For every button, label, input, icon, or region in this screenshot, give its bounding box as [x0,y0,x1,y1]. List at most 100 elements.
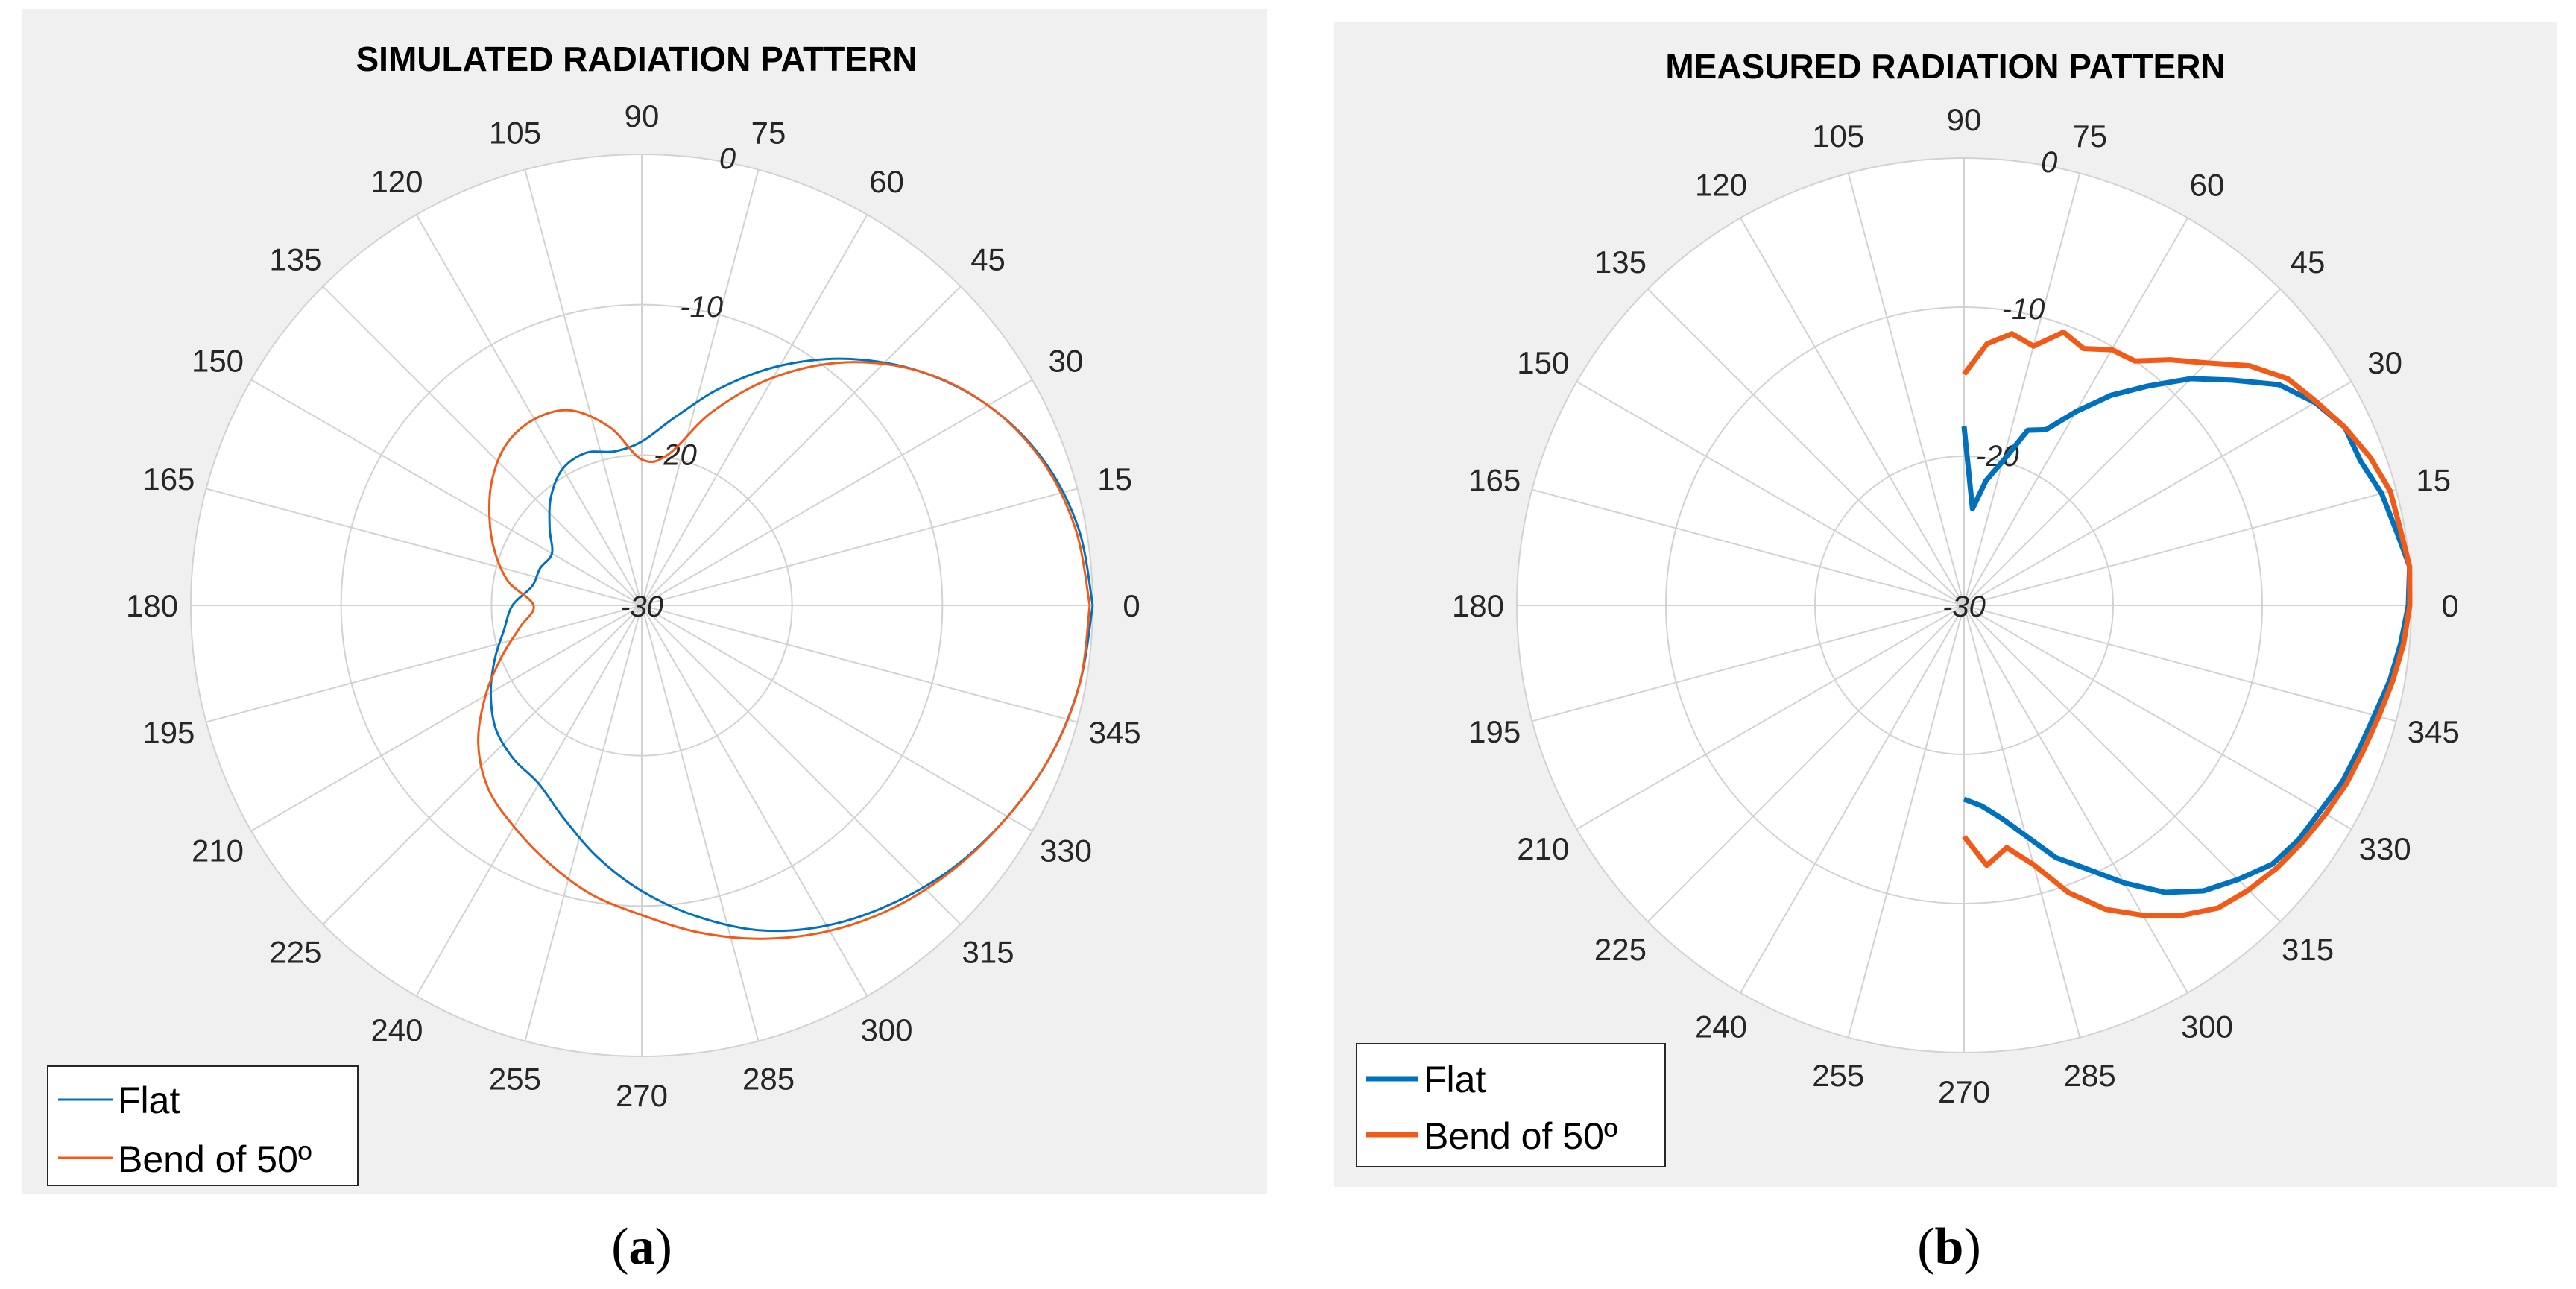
radius-tick-label: -10 [2002,293,2045,326]
grid-spoke [322,286,643,606]
grid-spoke [641,286,962,606]
grid-spoke [250,379,643,606]
radius-tick-label: 0 [719,142,736,175]
grid-spoke [1963,173,2081,606]
grid-spoke [415,214,643,606]
grid-spoke [415,605,643,997]
grid-spoke [1963,605,2396,722]
grid-spoke [250,605,643,832]
angle-tick-label: 45 [2291,245,2326,280]
angle-tick-label: 0 [1123,588,1140,623]
series-line-flat [489,357,1094,933]
grid-spoke [322,605,643,925]
angle-tick-label: 60 [2190,167,2225,202]
angle-tick-label: 0 [2441,588,2458,623]
chart-title: SIMULATED RADIATION PATTERN [356,40,918,78]
grid-spoke [641,605,1078,723]
angle-tick-label: 165 [142,461,195,497]
grid-spoke [1963,488,2396,606]
grid-spoke [1532,488,1965,606]
angle-tick-label: 255 [1812,1058,1864,1093]
angle-tick-label: 315 [2282,932,2334,967]
series-lines [1961,330,2413,918]
radius-tick-label: -30 [1942,590,1986,623]
angle-tick-label: 30 [1049,344,1084,379]
angle-tick-label: 225 [1594,932,1647,967]
angle-tick-label: 135 [1594,245,1647,280]
grid-spoke [1740,217,1965,606]
radius-tick-label: -20 [654,438,697,471]
grid-spoke [1847,173,1965,606]
grid-spoke [641,605,1033,832]
grid-spoke [524,169,643,606]
legend-label-bend: Bend of 50º [118,1138,312,1180]
grid-spoke [641,488,1078,606]
grid-spoke [1963,605,2281,922]
angle-tick-label: 195 [142,715,195,750]
grid-spoke [524,605,643,1041]
grid-spoke [641,605,962,925]
grid-spoke [641,169,760,606]
series-line-bend [1962,330,2413,918]
angle-tick-label: 255 [489,1062,541,1097]
legend-label-flat: Flat [118,1080,180,1121]
grid-spoke [1576,605,1965,830]
legend: Flat Bend of 50º [1356,1043,1666,1167]
angle-tick-label: 315 [962,935,1014,970]
legend: Flat Bend of 50º [47,1065,359,1186]
angle-tick-label: 180 [1452,588,1504,623]
angle-ticks: 0 15 30 45 60 75 90 105 120 135 150 165 180 195 210 225… [1452,102,2460,1109]
angle-tick-label: 300 [2181,1009,2233,1044]
angle-tick-label: 345 [1089,715,1141,750]
angle-tick-label: 90 [625,98,660,133]
grid-spoke [206,488,643,606]
radius-ticks: -30-20-100 [1942,146,2057,623]
polar-grid [190,154,1093,1057]
angle-tick-label: 75 [2072,119,2107,154]
angle-tick-label: 210 [1517,831,1569,866]
grid-spoke [1963,381,2352,606]
angle-tick-label: 180 [126,588,178,623]
angle-tick-label: 270 [1938,1074,1990,1109]
grid-spoke [641,214,868,606]
grid-spoke [1740,605,1965,994]
grid-spoke [1847,605,1965,1038]
angle-tick-label: 330 [1040,833,1092,869]
series-lines [477,357,1094,940]
angle-tick-label: 165 [1468,462,1521,497]
angle-tick-label: 75 [751,115,786,150]
angle-tick-label: 300 [860,1012,912,1047]
angle-tick-label: 270 [616,1078,668,1113]
grid-spoke [641,605,760,1041]
legend-box [47,1065,359,1186]
caption: (b) [1917,1218,1981,1276]
legend-label-bend: Bend of 50º [1424,1115,1617,1157]
angle-tick-label: 225 [269,935,321,970]
grid-spoke [1963,605,2081,1038]
grid-spoke [1647,289,1965,606]
polar-grid [1516,157,2412,1053]
angle-tick-label: 150 [1517,345,1569,380]
angle-tick-label: 45 [970,242,1006,277]
radius-ticks: -30 -20 -10 0 [620,142,736,623]
grid-spoke [1647,605,1965,922]
angle-tick-label: 120 [370,164,423,199]
radius-tick-label: -30 [620,590,663,623]
caption: (a) [611,1218,672,1276]
panel-simulated: SIMULATED RADIATION PATTERN 0 15 30 45 60 75 9… [22,9,1267,1276]
angle-ticks: 0 15 30 45 60 75 90 105 120 135 150 165 180 195 210 225… [126,98,1141,1113]
angle-tick-label: 15 [2416,462,2451,497]
angle-tick-label: 240 [370,1012,423,1047]
grid-spoke [1576,381,1965,606]
legend-label-flat: Flat [1424,1059,1486,1100]
grid-spoke [1532,605,1965,722]
angle-tick-label: 285 [742,1062,795,1097]
panel-measured: MEASURED RADIATION PATTERN 0 15 30 45 60 75 90… [1334,22,2557,1276]
legend-box [1356,1043,1666,1167]
angle-tick-label: 210 [192,833,244,869]
grid-spoke [1963,289,2281,606]
radius-tick-label: -10 [680,291,723,324]
grid-spoke [641,379,1033,606]
chart-title: MEASURED RADIATION PATTERN [1665,47,2225,86]
angle-tick-label: 60 [869,164,904,199]
